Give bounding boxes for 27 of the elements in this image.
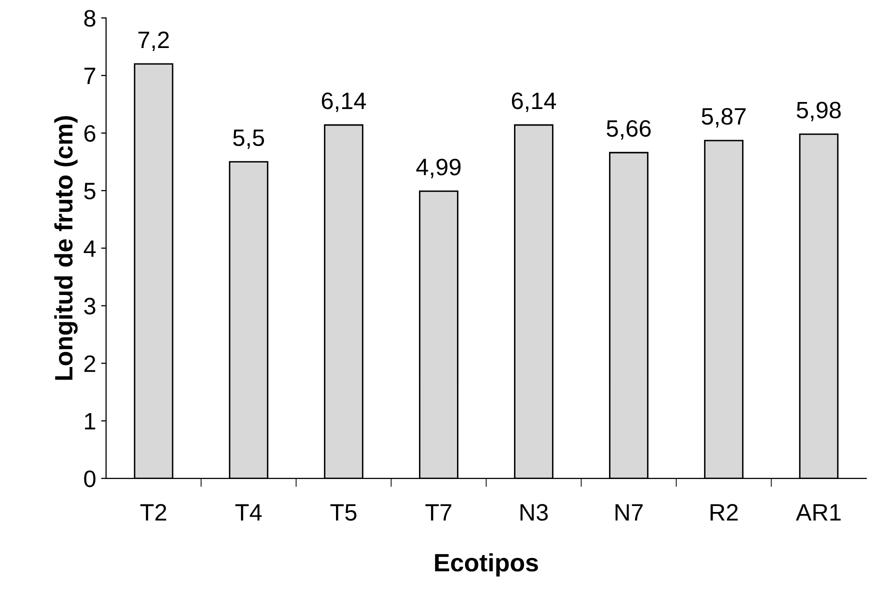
data-label: 6,14 [512,92,556,112]
data-label: 5,87 [702,108,746,128]
x-tick-label: N7 [616,504,643,521]
x-tick-label: N3 [520,504,548,521]
y-tick-label: 6 [84,125,96,142]
x-axis-title: Ecotipos [435,553,538,576]
data-label: 5,98 [796,102,841,122]
y-tick-label: 4 [84,240,96,257]
y-tick-label: 8 [84,10,96,27]
y-tick-label: 7 [84,68,96,84]
y-tick-label: 2 [84,355,96,372]
y-tick-label: 5 [84,182,96,200]
y-tick-label: 3 [84,298,96,315]
y-tick-label: 1 [85,413,96,430]
x-tick-label: R2 [710,504,738,521]
y-axis-title: Longitud de fruto (cm) [54,116,78,380]
data-label: 4,99 [416,158,461,178]
x-tick-label: T5 [330,504,356,521]
x-tick-label: T4 [235,504,262,521]
x-tick-label: T2 [140,504,166,521]
data-label: 7,2 [138,31,169,51]
x-tick-label: T7 [425,504,452,521]
y-tick-label: 0 [84,470,96,488]
data-label: 5,5 [233,130,264,149]
data-label: 5,66 [606,120,651,140]
data-label: 6,14 [322,92,366,112]
x-tick-label: AR1 [796,504,841,521]
